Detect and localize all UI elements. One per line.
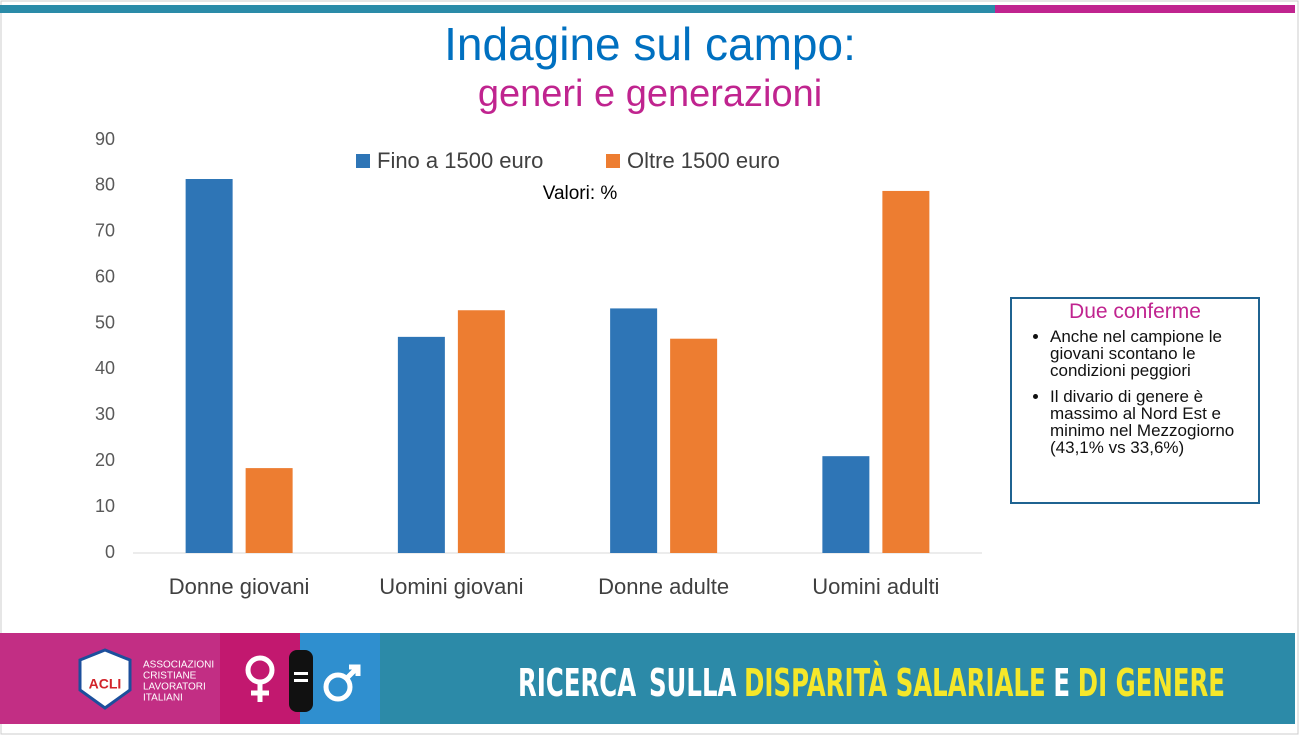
subtitle: generi e generazioni <box>478 73 822 115</box>
y-tick-label: 20 <box>95 450 115 470</box>
legend-label: Oltre 1500 euro <box>627 148 780 173</box>
annotation: Valori: % <box>543 183 618 204</box>
equal-icon <box>294 672 308 675</box>
bar <box>670 338 718 553</box>
box-list: Anche nel campione le giovani scontano l… <box>1012 328 1258 456</box>
org-name: LAVORATORI <box>143 682 206 693</box>
y-tick-label: 80 <box>95 175 115 195</box>
footer-band <box>220 633 300 724</box>
y-tick-label: 40 <box>95 358 115 378</box>
bar <box>245 468 293 553</box>
box-title: Due conferme <box>1069 300 1201 323</box>
bar <box>610 308 658 553</box>
banner-part: RICERCA <box>518 661 637 705</box>
y-tick-label: 70 <box>95 221 115 241</box>
org-name: ASSOCIAZIONI <box>143 660 214 671</box>
gender-icons <box>245 655 361 702</box>
x-tick-label: Uomini giovani <box>379 574 523 599</box>
y-tick-label: 30 <box>95 404 115 424</box>
legend-label: Fino a 1500 euro <box>377 148 543 173</box>
bar <box>822 456 870 553</box>
banner-part: E <box>1053 661 1070 705</box>
side-box: Due conferme Anche nel campione le giova… <box>1010 297 1260 504</box>
bar <box>185 179 233 553</box>
banner-part: DISPARITÀ SALARIALE <box>744 661 1046 705</box>
top-stripe <box>0 5 995 13</box>
legend-swatch <box>606 154 620 168</box>
logo-shield <box>78 648 132 710</box>
title: Indagine sul campo: <box>444 18 856 70</box>
y-tick-label: 10 <box>95 496 115 516</box>
logo-text: ACLI <box>89 676 122 692</box>
banner-part: SULLA <box>649 661 737 705</box>
y-tick-label: 0 <box>105 542 115 562</box>
bar <box>397 336 445 553</box>
top-stripe <box>995 5 1295 13</box>
org-name: CRISTIANE <box>143 671 197 682</box>
equal-icon <box>294 679 308 682</box>
org-name: ITALIANI <box>143 693 183 704</box>
bar <box>882 190 930 554</box>
footer-band <box>300 633 380 724</box>
y-tick-label: 50 <box>95 312 115 332</box>
banner-part: DI GENERE <box>1078 661 1225 705</box>
y-tick-label: 60 <box>95 266 115 286</box>
banner-text: RICERCA SULLADISPARITÀ SALARIALEEDI GENER… <box>518 661 1225 705</box>
bar <box>457 310 505 553</box>
x-tick-label: Donne giovani <box>169 574 310 599</box>
box-item: Il divario di genere è massimo al Nord E… <box>1050 388 1258 456</box>
footer: ACLI ASSOCIAZIONICRISTIANELAVORATORIITAL… <box>0 633 1295 724</box>
x-tick-label: Donne adulte <box>598 574 729 599</box>
x-tick-label: Uomini adulti <box>812 574 939 599</box>
y-tick-label: 90 <box>95 129 115 149</box>
box-item: Anche nel campione le giovani scontano l… <box>1050 328 1258 379</box>
legend-swatch <box>356 154 370 168</box>
footer-band <box>380 633 1295 724</box>
